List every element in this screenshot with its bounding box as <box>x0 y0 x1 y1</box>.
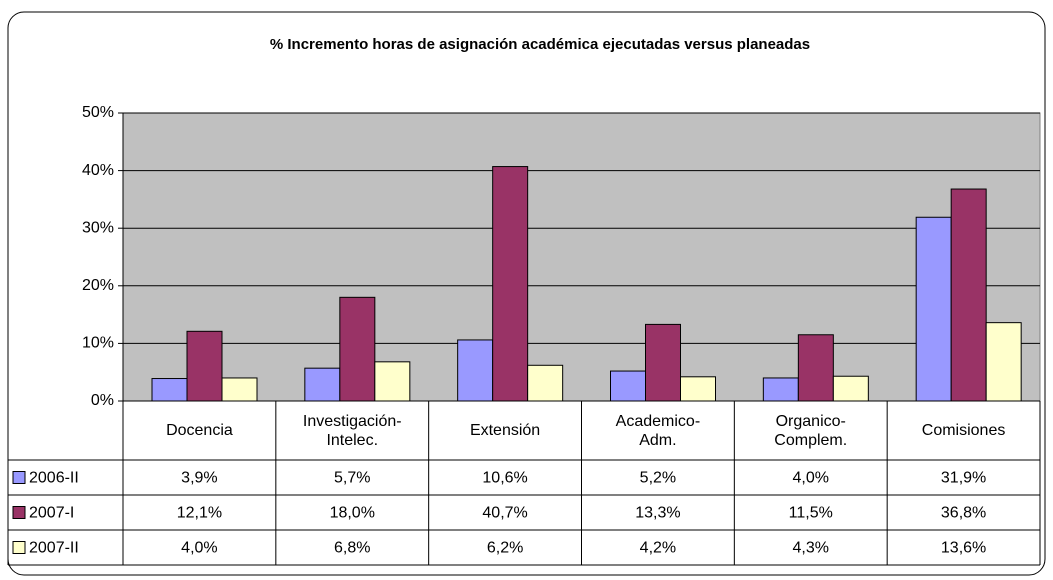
bar <box>492 166 529 402</box>
data-label: 31,9% <box>941 470 986 487</box>
data-label: 5,2% <box>640 470 676 487</box>
data-label: 5,7% <box>334 470 370 487</box>
bar <box>985 322 1022 402</box>
bar <box>610 370 646 402</box>
legend-swatch <box>12 541 26 554</box>
data-label: 4,0% <box>793 470 829 487</box>
x-tick-label: Comisiones <box>921 422 1006 439</box>
y-tick-label: 30% <box>82 219 114 236</box>
y-tick-label: 0% <box>91 392 114 409</box>
x-tick-label: Investigación- Intelec. <box>302 412 402 449</box>
bar <box>797 334 834 402</box>
y-tick-label: 40% <box>82 162 114 179</box>
legend-label: 2006-II <box>29 470 79 487</box>
legend-swatch <box>12 506 26 519</box>
bar <box>221 377 258 402</box>
bar <box>304 367 341 402</box>
data-label: 13,6% <box>941 540 986 557</box>
x-tick-label: Academico- Adm. <box>615 412 701 449</box>
data-label: 40,7% <box>482 505 527 522</box>
chart-title: % Incremento horas de asignación académi… <box>270 36 810 53</box>
legend-label: 2007-II <box>29 540 79 557</box>
bar <box>915 216 952 402</box>
data-label: 10,6% <box>482 470 527 487</box>
data-label: 4,0% <box>181 540 217 557</box>
data-label: 18,0% <box>330 505 375 522</box>
bar <box>457 339 494 402</box>
y-tick-label: 10% <box>82 335 114 352</box>
bar <box>186 330 223 402</box>
x-tick-label: Organico- Complem. <box>774 412 848 449</box>
bar <box>762 377 799 402</box>
bar <box>645 323 681 402</box>
bar <box>151 378 188 402</box>
data-label: 36,8% <box>941 505 986 522</box>
x-tick-label: Extensión <box>469 422 541 439</box>
bar <box>832 375 869 402</box>
bar <box>680 376 716 402</box>
x-tick-label: Docencia <box>166 422 233 439</box>
bar <box>374 361 411 402</box>
bar <box>950 188 987 402</box>
legend-label: 2007-I <box>29 505 74 522</box>
data-label: 11,5% <box>789 505 833 522</box>
y-tick-label: 20% <box>82 277 114 294</box>
bar <box>527 364 564 402</box>
data-label: 3,9% <box>181 470 217 487</box>
legend-swatch <box>12 471 26 484</box>
data-label: 4,2% <box>640 540 676 557</box>
y-tick-label: 50% <box>82 104 114 121</box>
plot-area <box>122 112 1041 402</box>
data-label: 4,3% <box>793 540 829 557</box>
data-label: 12,1% <box>177 505 222 522</box>
data-label: 6,8% <box>334 540 370 557</box>
bar <box>339 296 376 402</box>
data-label: 6,2% <box>487 540 523 557</box>
data-label: 13,3% <box>635 505 680 522</box>
